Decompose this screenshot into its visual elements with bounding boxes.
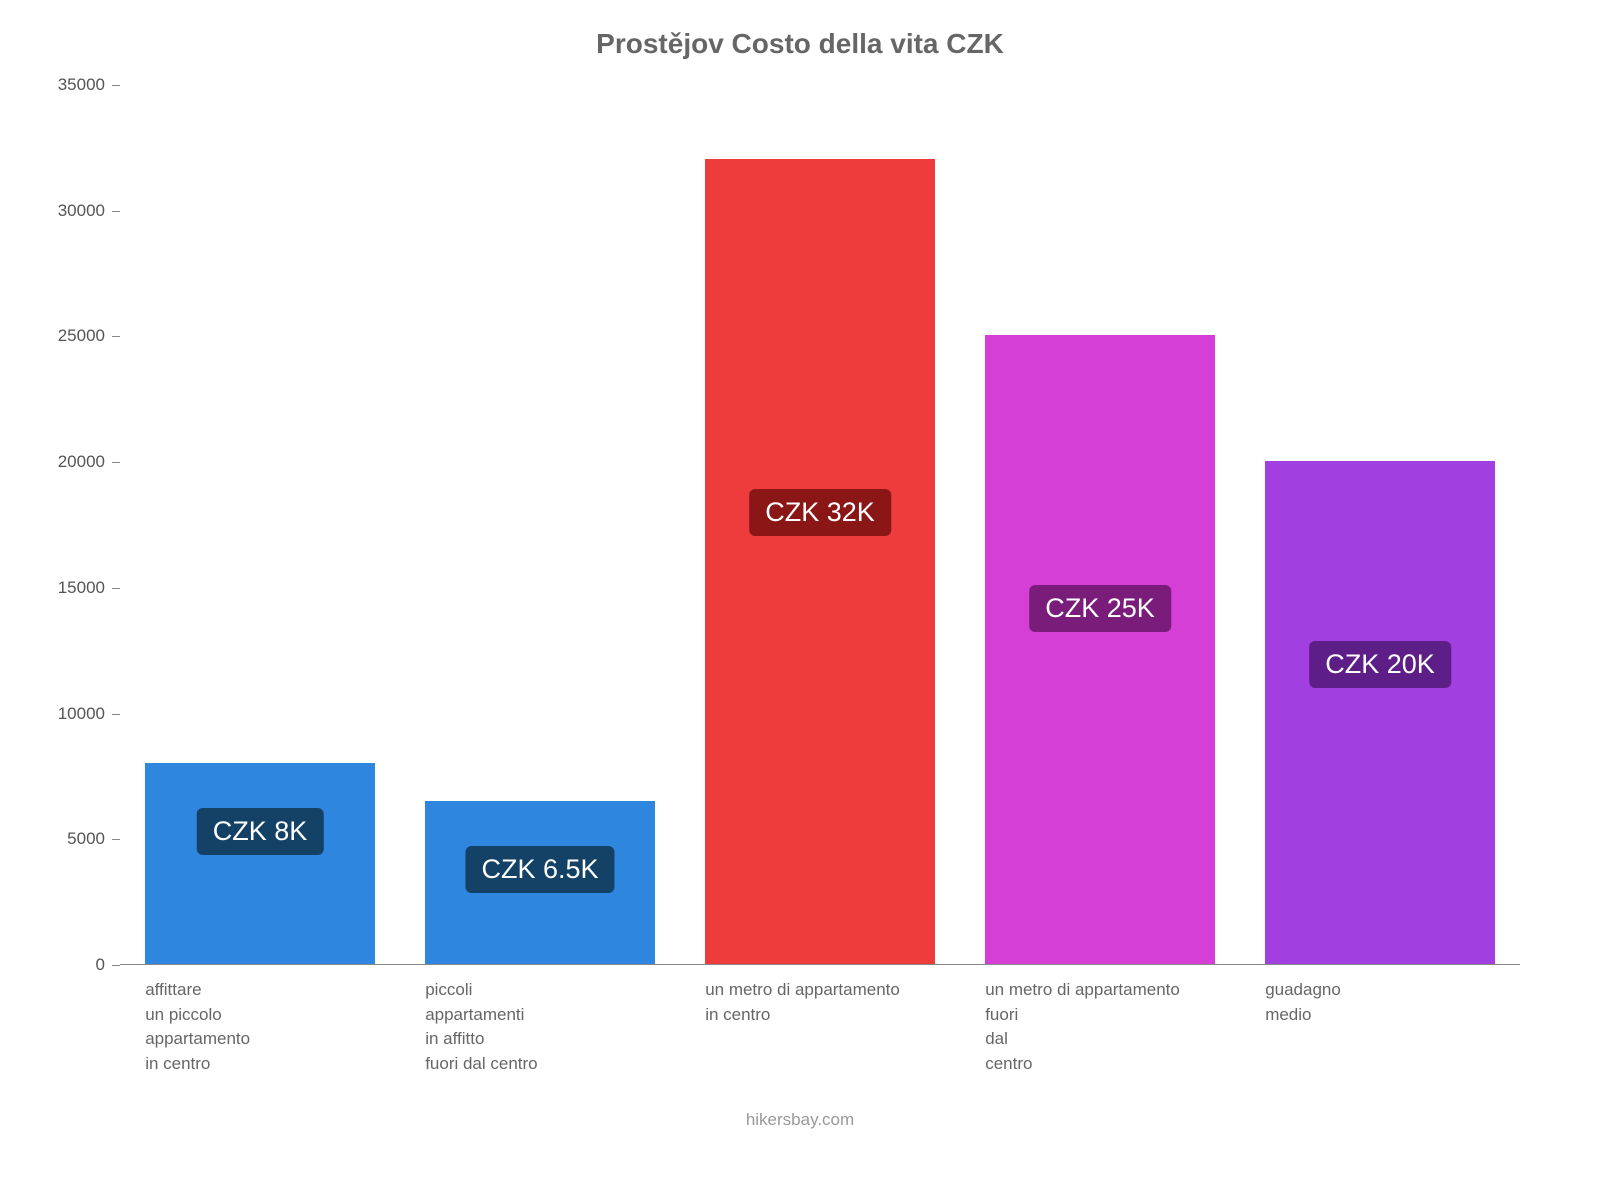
x-axis-label: un metro di appartamento in centro xyxy=(705,978,935,1027)
bar: CZK 32K xyxy=(705,159,935,964)
bar-value-badge: CZK 32K xyxy=(749,489,891,536)
chart-title: Prostějov Costo della vita CZK xyxy=(40,28,1560,60)
plot-area: 05000100001500020000250003000035000CZK 8… xyxy=(120,85,1520,965)
bar-value-badge: CZK 25K xyxy=(1029,585,1171,632)
bar: CZK 8K xyxy=(145,763,375,964)
y-axis-tick xyxy=(112,85,120,86)
y-axis-label: 30000 xyxy=(45,201,105,221)
y-axis-label: 15000 xyxy=(45,578,105,598)
y-axis-tick xyxy=(112,211,120,212)
bar-value-badge: CZK 20K xyxy=(1309,641,1451,688)
y-axis-tick xyxy=(112,336,120,337)
x-axis-label: un metro di appartamento fuori dal centr… xyxy=(985,978,1215,1077)
bar: CZK 6.5K xyxy=(425,801,655,964)
bar-value-badge: CZK 6.5K xyxy=(465,846,614,893)
y-axis-tick xyxy=(112,839,120,840)
bar: CZK 25K xyxy=(985,335,1215,964)
cost-of-living-chart: Prostějov Costo della vita CZK 050001000… xyxy=(40,20,1560,1160)
y-axis-label: 25000 xyxy=(45,326,105,346)
x-axis-label: guadagno medio xyxy=(1265,978,1495,1027)
x-axis-label: piccoli appartamenti in affitto fuori da… xyxy=(425,978,655,1077)
y-axis-label: 0 xyxy=(45,955,105,975)
y-axis-tick xyxy=(112,714,120,715)
x-axis-label: affittare un piccolo appartamento in cen… xyxy=(145,978,375,1077)
bar-value-badge: CZK 8K xyxy=(197,808,324,855)
y-axis-label: 35000 xyxy=(45,75,105,95)
y-axis-label: 10000 xyxy=(45,704,105,724)
y-axis-tick xyxy=(112,965,120,966)
y-axis-tick xyxy=(112,462,120,463)
y-axis-label: 5000 xyxy=(45,829,105,849)
y-axis-label: 20000 xyxy=(45,452,105,472)
y-axis-tick xyxy=(112,588,120,589)
attribution-text: hikersbay.com xyxy=(40,1110,1560,1130)
bar: CZK 20K xyxy=(1265,461,1495,964)
